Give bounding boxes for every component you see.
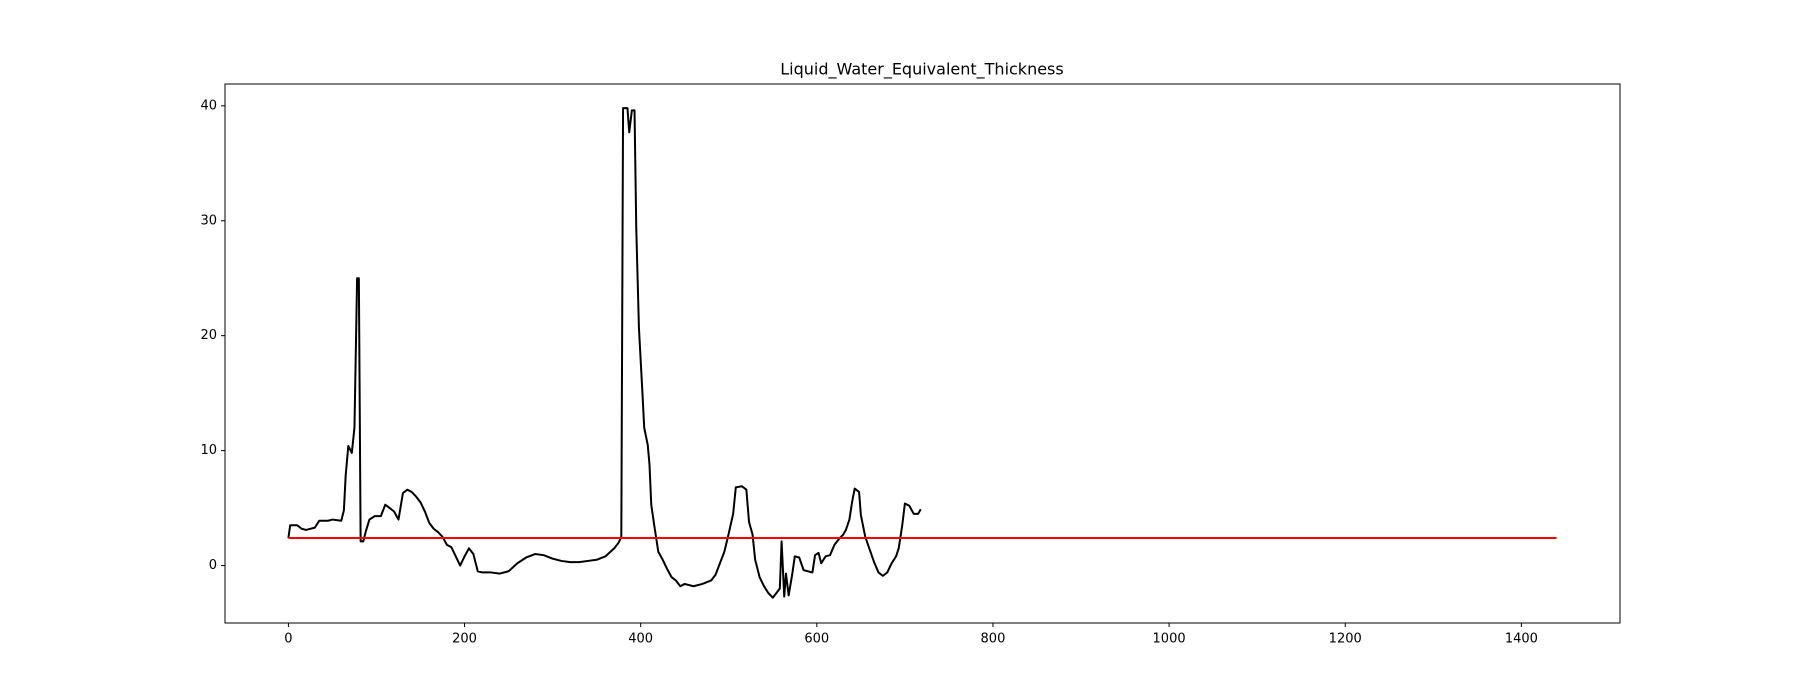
y-tick-label: 30 (200, 213, 217, 228)
y-tick-label: 10 (200, 443, 217, 458)
y-tick-label: 0 (209, 558, 217, 573)
y-tick-label: 20 (200, 328, 217, 343)
data-line (287, 107, 922, 599)
x-tick-label: 600 (804, 632, 829, 647)
plot-frame (224, 83, 1621, 624)
x-tick-label: 1000 (1153, 632, 1186, 647)
y-tick-label: 40 (200, 98, 217, 113)
chart-title: Liquid_Water_Equivalent_Thickness (780, 60, 1063, 80)
x-tick-label: 800 (981, 632, 1006, 647)
x-tick-label: 1400 (1505, 632, 1538, 647)
x-tick-label: 400 (628, 632, 653, 647)
x-tick-label: 200 (452, 632, 477, 647)
x-tick-label: 1200 (1329, 632, 1362, 647)
x-tick-label: 0 (284, 632, 292, 647)
